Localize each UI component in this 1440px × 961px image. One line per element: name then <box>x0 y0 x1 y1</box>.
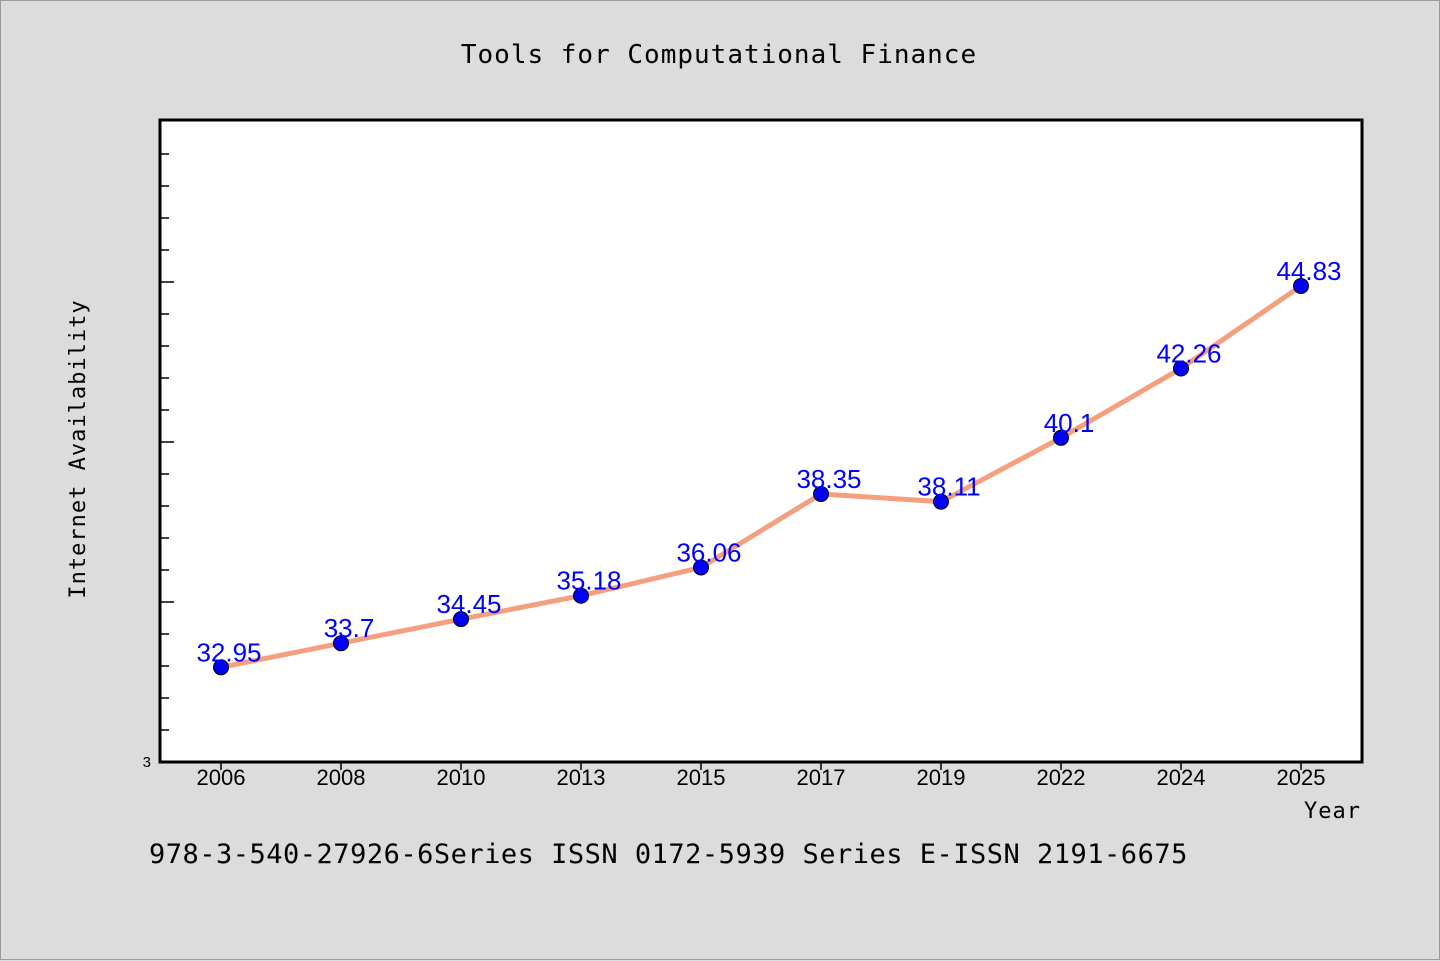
y-axis-ticks <box>160 153 174 763</box>
data-point-marker <box>1173 360 1189 377</box>
x-tick-label: 2006 <box>197 765 246 790</box>
x-axis-ticks: 2006 2008 2010 2013 2015 2017 2019 2022 2024 2025 <box>197 762 1326 790</box>
data-point-label: 33.7 <box>324 613 375 643</box>
data-point-marker <box>573 587 589 604</box>
data-point-marker <box>453 611 469 628</box>
data-point-label: 38.35 <box>796 464 861 494</box>
data-point-marker <box>1293 277 1309 294</box>
plot-area <box>158 118 1364 764</box>
data-point-label: 34.45 <box>436 589 501 619</box>
x-tick-label: 2025 <box>1277 765 1326 790</box>
x-tick-label: 2008 <box>317 765 366 790</box>
data-point-marker <box>213 659 229 676</box>
data-point-label: 32.95 <box>196 637 261 667</box>
data-point-label: 42.26 <box>1156 338 1221 368</box>
x-tick-label: 2019 <box>917 765 966 790</box>
data-point-label: 38.11 <box>917 472 980 502</box>
data-point-marker <box>693 559 709 576</box>
x-tick-label: 2017 <box>797 765 846 790</box>
data-point-label: 44.83 <box>1276 256 1341 286</box>
data-point-marker <box>933 493 949 510</box>
x-tick-label: 2022 <box>1037 765 1086 790</box>
x-axis-title: Year <box>1304 799 1361 824</box>
y-axis-title: Internet Availability <box>66 299 91 598</box>
footer-isbn-text: 978-3-540-27926-6Series ISSN 0172-5939 S… <box>149 839 1188 870</box>
x-tick-label: 2013 <box>557 765 606 790</box>
chart-title: Tools for Computational Finance <box>461 40 977 70</box>
data-point-label: 36.06 <box>676 537 741 567</box>
x-tick-label: 2010 <box>437 765 486 790</box>
y-tick-label: 3 <box>143 754 151 771</box>
data-point-marker <box>333 635 349 652</box>
data-point-marker <box>1053 429 1069 446</box>
data-point-marker <box>813 485 829 502</box>
x-tick-label: 2015 <box>677 765 726 790</box>
data-point-label: 35.18 <box>556 566 621 596</box>
x-tick-label: 2024 <box>1157 765 1206 790</box>
series-line <box>218 283 1304 670</box>
data-point-label: 40.1 <box>1044 408 1095 438</box>
series-layer: 32.95 33.7 34.45 35.18 36.06 38.35 38.11 40.1 42… <box>196 256 1342 676</box>
